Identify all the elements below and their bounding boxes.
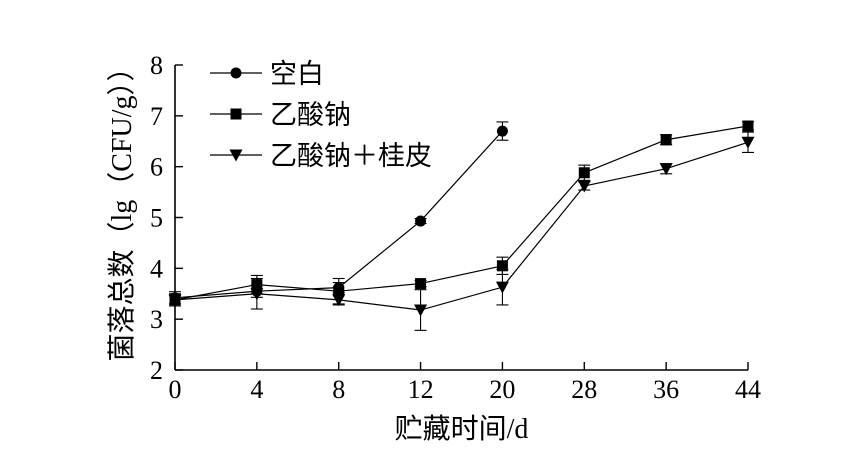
data-point-triangle-down xyxy=(741,136,755,149)
legend-label: 空白 xyxy=(270,59,324,89)
x-tick-label: 20 xyxy=(489,375,515,404)
data-point-square xyxy=(742,120,754,132)
data-point-circle xyxy=(415,215,427,227)
data-point-square xyxy=(496,260,508,272)
x-tick-label: 12 xyxy=(408,375,434,404)
data-point-square xyxy=(415,278,427,290)
x-tick-label: 0 xyxy=(169,375,182,404)
x-tick-label: 8 xyxy=(332,375,345,404)
series-line-3 xyxy=(174,141,749,311)
data-point-triangle-down xyxy=(659,163,673,176)
data-point-square xyxy=(333,285,345,297)
y-tick-label: 8 xyxy=(150,51,163,80)
x-tick-label: 28 xyxy=(571,375,597,404)
y-tick-label: 7 xyxy=(150,102,163,131)
y-tick-label: 6 xyxy=(150,153,163,182)
data-point-triangle-down xyxy=(577,180,591,193)
x-tick-label: 36 xyxy=(653,375,679,404)
data-point-triangle-down xyxy=(414,304,428,317)
y-tick-label: 4 xyxy=(150,254,163,283)
data-point-circle xyxy=(496,125,508,137)
y-tick-label: 5 xyxy=(150,204,163,233)
x-tick-label: 44 xyxy=(735,375,761,404)
y-tick-label: 2 xyxy=(150,356,163,385)
legend-marker-square xyxy=(230,108,242,120)
data-point-triangle-down xyxy=(332,294,346,307)
x-axis-title: 贮藏时间/d xyxy=(395,413,529,445)
y-tick-label: 3 xyxy=(150,305,163,334)
legend-marker-triangle-down xyxy=(229,149,243,162)
data-point-triangle-down xyxy=(250,288,264,301)
legend-label: 乙酸钠＋桂皮 xyxy=(270,141,432,171)
y-axis-title: 菌落总数（lg（CFU/g）） xyxy=(106,53,138,361)
legend-label: 乙酸钠 xyxy=(270,100,351,130)
data-point-triangle-down xyxy=(168,294,182,307)
data-point-square xyxy=(660,134,672,146)
data-point-triangle-down xyxy=(495,281,509,294)
x-tick-label: 4 xyxy=(250,375,263,404)
data-point-square xyxy=(578,167,590,179)
legend-marker-circle xyxy=(230,67,242,79)
series-line-2 xyxy=(174,125,749,301)
